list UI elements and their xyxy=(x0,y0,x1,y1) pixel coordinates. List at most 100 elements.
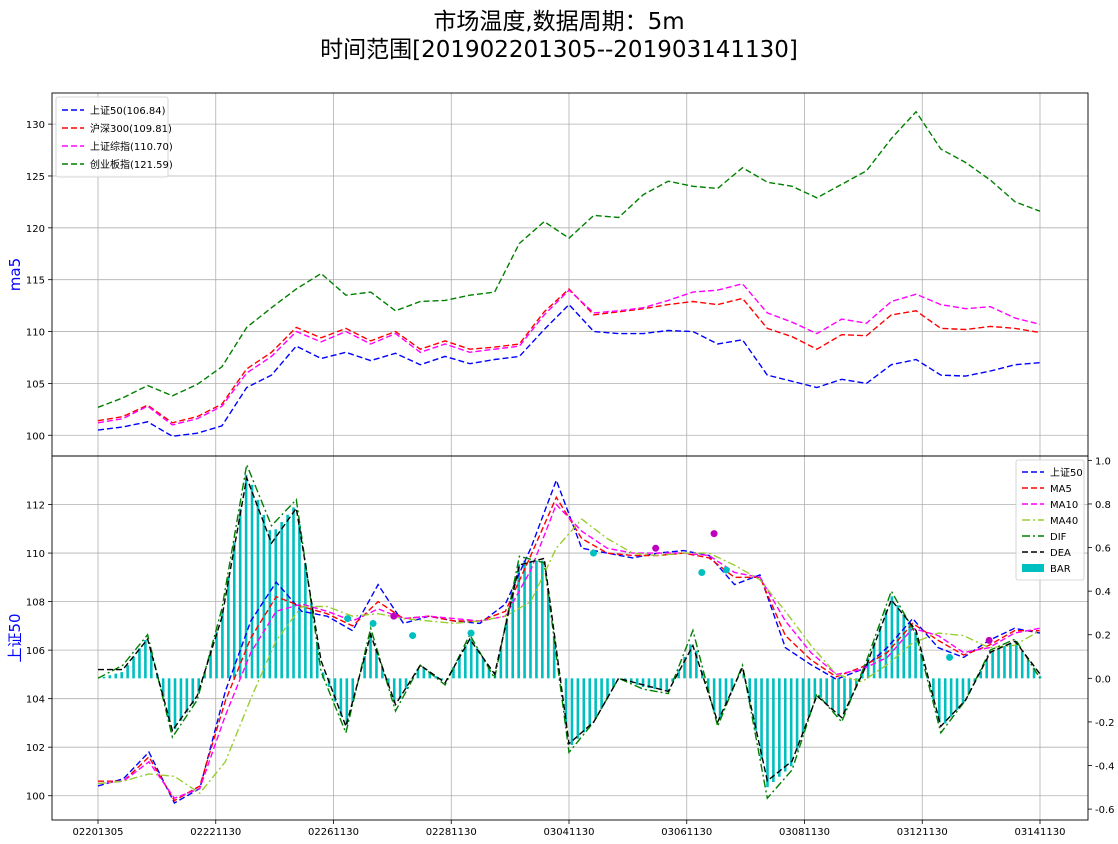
y-tick-label: 130 xyxy=(26,120,45,131)
macd-bar xyxy=(458,656,461,679)
macd-bar xyxy=(333,678,337,702)
macd-bar xyxy=(422,667,426,679)
macd-bar xyxy=(985,659,988,679)
macd-bar xyxy=(410,678,414,680)
macd-bar xyxy=(392,678,396,703)
macd-bar xyxy=(1020,651,1024,679)
signal-marker xyxy=(722,566,730,574)
series-line xyxy=(97,303,1041,438)
macd-bar xyxy=(908,622,911,679)
y-tick-label: 104 xyxy=(26,695,45,706)
macd-bar xyxy=(647,678,651,689)
macd-bar xyxy=(695,650,698,679)
macd-bar xyxy=(481,657,485,679)
macd-bar xyxy=(706,678,710,692)
macd-bar xyxy=(629,678,633,683)
macd-bar xyxy=(345,678,349,725)
y2-tick-label: 0.8 xyxy=(1095,500,1111,511)
bottom-panel: 100 102 104 106 108 110 112 上证50 -0.6 -0.4 -0.2 0.0… xyxy=(6,455,1115,838)
signal-marker xyxy=(652,544,660,552)
macd-bar xyxy=(742,673,746,679)
macd-bar xyxy=(375,649,378,679)
macd-bar xyxy=(600,678,603,709)
macd-bar xyxy=(138,648,141,679)
x-tick-label: 03141130 xyxy=(1015,827,1066,838)
macd-bar xyxy=(250,484,254,679)
macd-bar xyxy=(884,609,888,679)
macd-bar xyxy=(772,678,775,782)
y-axis-label: ma5 xyxy=(6,258,24,291)
macd-bar xyxy=(588,678,592,727)
macd-bar xyxy=(363,656,366,679)
macd-bar xyxy=(280,521,283,679)
legend-label: MA40 xyxy=(1050,516,1078,527)
macd-bar xyxy=(197,678,201,693)
macd-bar xyxy=(126,664,129,679)
legend-label: MA10 xyxy=(1050,500,1078,511)
signal-marker xyxy=(589,549,597,557)
macd-bar xyxy=(274,529,278,679)
macd-bar xyxy=(552,636,556,679)
macd-bar xyxy=(967,678,971,694)
macd-bar xyxy=(298,524,301,679)
legend-label: 上证50 xyxy=(1050,467,1083,479)
macd-bar xyxy=(262,514,266,679)
legend-label: MA5 xyxy=(1050,484,1072,495)
legend-box xyxy=(55,96,169,178)
macd-bar xyxy=(511,591,515,679)
figure-title-line2: 时间范围[201902201305--201903141130] xyxy=(320,37,798,63)
y-tick-label: 110 xyxy=(26,549,45,560)
macd-bar xyxy=(1015,642,1018,679)
macd-bar xyxy=(783,678,787,772)
macd-bar xyxy=(837,678,840,717)
macd-bar xyxy=(227,576,230,679)
y2-tick-label: 0.6 xyxy=(1095,544,1111,555)
macd-bar xyxy=(807,678,811,717)
macd-bar xyxy=(766,678,769,788)
macd-bar xyxy=(268,530,272,679)
macd-bar xyxy=(997,648,1000,679)
macd-bar xyxy=(1026,659,1030,679)
macd-bar xyxy=(914,631,917,679)
macd-bar xyxy=(173,678,177,730)
macd-bar xyxy=(309,602,313,679)
macd-bar xyxy=(760,678,763,760)
macd-bar xyxy=(315,641,319,679)
macd-bar xyxy=(606,678,609,698)
plot-frame xyxy=(51,455,1089,821)
macd-bar xyxy=(932,678,935,700)
macd-bar xyxy=(286,514,289,679)
y2-tick-label: 0.0 xyxy=(1095,674,1111,685)
macd-bar xyxy=(132,656,135,679)
signal-marker xyxy=(409,632,417,640)
macd-bar xyxy=(114,673,118,679)
macd-bar xyxy=(926,676,929,679)
series-line xyxy=(97,110,1041,408)
macd-bar xyxy=(203,672,206,679)
y2-tick-label: -0.4 xyxy=(1095,762,1115,773)
macd-bar xyxy=(150,651,153,679)
macd-bar xyxy=(961,678,965,704)
legend-label: 上证50(106.84) xyxy=(90,105,166,117)
macd-bar xyxy=(369,633,372,679)
macd-bar xyxy=(339,678,343,717)
legend-label: 创业板指(121.59) xyxy=(90,158,173,171)
y-tick-label: 125 xyxy=(26,172,45,183)
macd-bar xyxy=(1003,645,1006,679)
macd-bar xyxy=(718,678,722,719)
legend-box xyxy=(1015,459,1085,581)
macd-bar xyxy=(428,671,432,679)
macd-bar xyxy=(671,678,674,682)
x-tick-label: 02221130 xyxy=(190,827,241,838)
macd-bar xyxy=(404,678,408,689)
macd-bar xyxy=(102,676,106,679)
macd-bar xyxy=(541,560,544,679)
macd-bar xyxy=(381,667,384,679)
macd-bar xyxy=(185,678,189,713)
macd-bar xyxy=(979,670,983,679)
y2-tick-label: 0.4 xyxy=(1095,587,1111,598)
macd-bar xyxy=(232,542,236,679)
macd-bar xyxy=(144,639,147,679)
macd-bar xyxy=(475,648,479,679)
y-axis-label: 上证50 xyxy=(6,613,24,662)
